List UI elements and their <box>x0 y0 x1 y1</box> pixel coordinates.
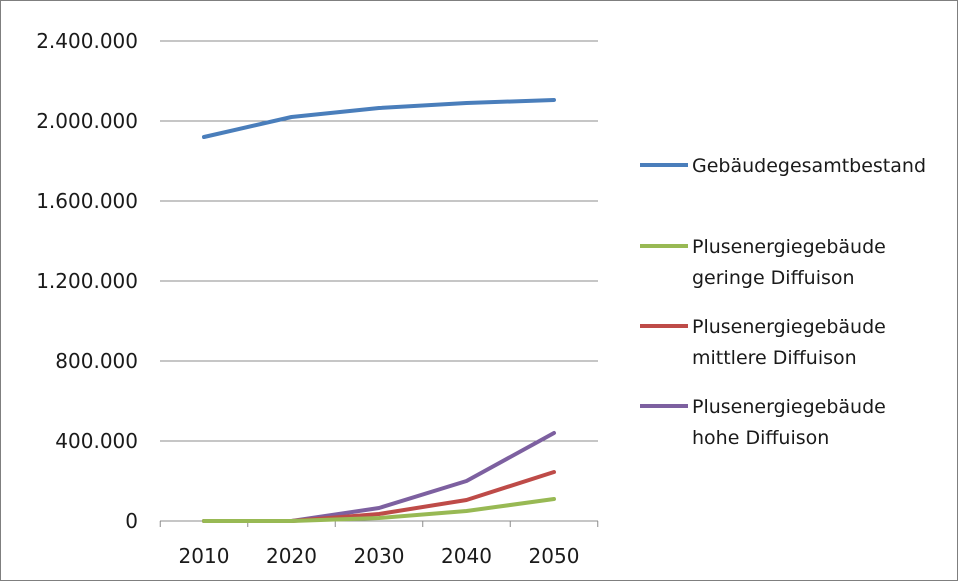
y-tick-label: 400.000 <box>55 429 138 453</box>
legend-label: mittlere Diffuison <box>692 347 857 369</box>
x-tick-label: 2040 <box>441 544 492 568</box>
y-tick-label: 1.200.000 <box>36 269 138 293</box>
y-tick-label: 0 <box>125 509 138 533</box>
y-tick-label: 2.400.000 <box>36 29 138 53</box>
legend-label: hohe Diffuison <box>692 427 829 449</box>
y-tick-label: 2.000.000 <box>36 109 138 133</box>
series-line-0 <box>202 98 556 139</box>
series-lines <box>202 98 556 523</box>
y-tick-label: 800.000 <box>55 349 138 373</box>
x-tick-label: 2050 <box>529 544 580 568</box>
y-tick-label: 1.600.000 <box>36 189 138 213</box>
legend: Gebäudegesamtbestand Plusenergiegebäude ge… <box>640 155 926 449</box>
x-axis-tick-labels: 2010 2020 2030 2040 2050 <box>179 544 580 568</box>
series-line-2 <box>202 470 556 523</box>
x-tick-label: 2030 <box>354 544 405 568</box>
legend-label: Plusenergiegebäude <box>692 236 886 258</box>
y-axis-tick-labels: 0 400.000 800.000 1.200.000 1.600.000 2.000.0… <box>36 29 138 533</box>
legend-label: geringe Diffuison <box>692 267 855 289</box>
legend-label: Gebäudegesamtbestand <box>692 155 926 177</box>
legend-label: Plusenergiegebäude <box>692 396 886 418</box>
x-tick-label: 2010 <box>179 544 230 568</box>
x-tick-label: 2020 <box>266 544 317 568</box>
legend-label: Plusenergiegebäude <box>692 316 886 338</box>
gridlines <box>160 40 598 442</box>
series-line-1 <box>202 497 556 523</box>
